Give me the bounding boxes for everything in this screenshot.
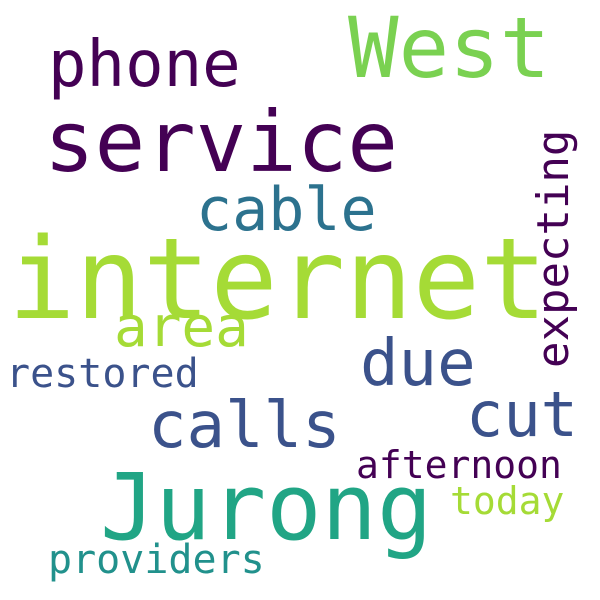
- word-west: West: [348, 0, 551, 97]
- word-expecting: expecting: [528, 129, 579, 368]
- word-due: due: [360, 327, 476, 401]
- word-cable: cable: [196, 175, 377, 245]
- word-phone: phone: [48, 28, 241, 102]
- word-service: service: [44, 93, 399, 191]
- word-jurong: Jurong: [100, 454, 433, 561]
- word-providers: providers: [48, 537, 265, 583]
- word-restored: restored: [6, 351, 199, 397]
- word-calls: calls: [148, 389, 341, 463]
- word-cut: cut: [466, 378, 578, 451]
- word-area: area: [114, 295, 249, 360]
- word-afternoon: afternoon: [356, 443, 562, 487]
- word-today: today: [450, 479, 565, 523]
- word-internet: internet: [8, 215, 548, 345]
